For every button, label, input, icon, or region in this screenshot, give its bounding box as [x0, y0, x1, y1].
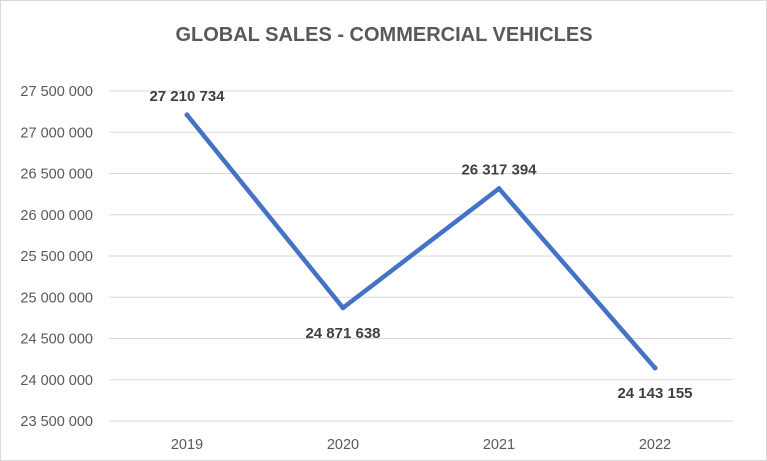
data-label: 24 871 638	[305, 325, 380, 342]
y-tick-label: 26 000 000	[20, 208, 93, 224]
x-tick-label: 2021	[483, 437, 515, 453]
y-tick-label: 26 500 000	[20, 167, 93, 183]
data-labels: 27 210 734 24 871 638 26 317 394 24 143 155	[149, 88, 692, 402]
data-point	[496, 186, 502, 192]
y-tick-label: 25 500 000	[20, 249, 93, 265]
data-point	[184, 112, 190, 118]
x-tick-label: 2022	[639, 437, 671, 453]
y-tick-label: 23 500 000	[20, 414, 93, 430]
chart-title: GLOBAL SALES - COMMERCIAL VEHICLES	[175, 24, 592, 46]
data-point	[340, 305, 346, 311]
data-label: 27 210 734	[149, 88, 225, 105]
x-tick-label: 2020	[327, 437, 359, 453]
series-line-group	[184, 112, 658, 371]
y-tick-label: 25 000 000	[20, 290, 93, 306]
y-tick-label: 24 500 000	[20, 332, 93, 348]
data-point	[652, 365, 658, 371]
series-line	[184, 112, 658, 371]
y-tick-label: 24 000 000	[20, 373, 93, 389]
data-label: 24 143 155	[617, 385, 692, 402]
y-tick-label: 27 000 000	[20, 125, 93, 141]
data-label: 26 317 394	[461, 162, 537, 179]
y-axis-tick-labels: 23 500 000 24 000 000 24 500 000 25 000 000…	[20, 84, 93, 430]
gridlines	[109, 90, 733, 422]
x-tick-label: 2019	[171, 437, 203, 453]
x-axis-tick-labels: 2019 2020 2021 2022	[171, 437, 671, 453]
y-tick-label: 27 500 000	[20, 84, 93, 100]
